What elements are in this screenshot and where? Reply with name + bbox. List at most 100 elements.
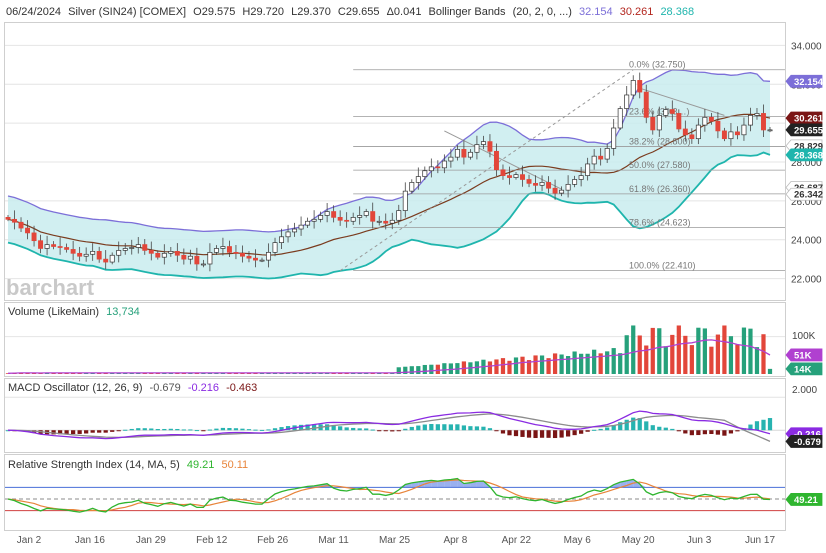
candle-body <box>572 179 576 184</box>
candle-body <box>729 132 733 139</box>
macd-histogram-bar <box>690 430 694 435</box>
candle-body <box>38 241 42 249</box>
macd-histogram-bar <box>677 430 681 431</box>
candle-body <box>644 92 648 117</box>
macd-histogram-bar <box>429 424 433 430</box>
candle-body <box>494 151 498 169</box>
macd-v1: -0.679 <box>150 382 181 394</box>
price-badge-label: 26.342 <box>794 190 823 201</box>
volume-bar <box>664 346 668 374</box>
candle-body <box>110 255 114 262</box>
macd-axis-label: 2.000 <box>792 385 817 396</box>
macd-histogram-bar <box>221 428 225 430</box>
macd-histogram-bar <box>638 418 642 430</box>
price-tick-label: 34.000 <box>791 41 822 52</box>
header-indicator: Bollinger Bands <box>429 6 507 18</box>
candle-body <box>586 164 590 176</box>
macd-histogram-bar <box>494 430 498 431</box>
fib-level-label: 78.6% (24.623) <box>629 218 691 228</box>
candle-body <box>761 113 765 130</box>
candle-body <box>651 117 655 130</box>
bollinger-bands <box>8 70 770 279</box>
candle-body <box>566 184 570 190</box>
volume-bar <box>507 361 511 374</box>
volume-bar <box>488 361 492 374</box>
macd-histogram-bar <box>358 428 362 430</box>
volume-bar <box>631 325 635 374</box>
candle-body <box>97 251 101 259</box>
candle-body <box>377 221 381 222</box>
macd-histogram-bar <box>579 430 583 434</box>
macd-title: MACD Oscillator (12, 26, 9) -0.679 -0.21… <box>8 382 257 394</box>
volume-bar <box>683 336 687 374</box>
volume-bar <box>612 348 616 374</box>
candle-body <box>501 170 505 176</box>
header-bb-upper: 32.154 <box>579 6 613 18</box>
volume-title-text: Volume (LikeMain) <box>8 306 99 318</box>
date-tick-label: Feb 26 <box>257 535 289 546</box>
candle-body <box>91 251 95 254</box>
macd-histogram-bar <box>403 429 407 430</box>
macd-badges: -0.216-0.679 <box>786 428 822 448</box>
macd-histogram-bar <box>683 430 687 433</box>
macd-histogram-bar <box>143 428 147 430</box>
candle-body <box>58 247 62 248</box>
macd-histogram-bar <box>657 427 661 430</box>
candle-body <box>45 245 49 249</box>
header-high: H29.720 <box>242 6 284 18</box>
candle-body <box>19 222 23 228</box>
date-tick-label: Jan 2 <box>17 535 42 546</box>
rsi-line <box>8 479 770 513</box>
candle-body <box>162 253 166 257</box>
price-badge-label: 28.368 <box>794 150 823 161</box>
macd-histogram-bar <box>338 426 342 430</box>
macd-histogram-bar <box>364 428 368 430</box>
volume-bar <box>618 353 622 374</box>
volume-axis-label: 100K <box>792 331 816 342</box>
macd-histogram-bar <box>586 430 590 432</box>
candle-body <box>553 188 557 193</box>
candle-body <box>527 179 531 183</box>
header-symbol: Silver (SIN24) [COMEX] <box>68 6 186 18</box>
macd-histogram-bar <box>423 425 427 431</box>
volume-bar <box>449 363 453 374</box>
candle-body <box>455 149 459 157</box>
candle-body <box>546 182 550 188</box>
price-badge-label: 29.655 <box>794 125 824 136</box>
macd-histogram-bar <box>514 430 518 436</box>
macd-histogram-bar <box>234 428 238 430</box>
candle-body <box>709 117 713 121</box>
date-tick-label: Jun 3 <box>687 535 712 546</box>
volume-bar <box>520 357 524 374</box>
macd-histogram-bar <box>195 430 199 431</box>
volume-bar <box>579 354 583 374</box>
macd-histogram-bar <box>546 430 550 438</box>
rsi-badges: 49.21 <box>786 493 822 506</box>
macd-histogram-bar <box>722 430 726 435</box>
candle-body <box>25 228 29 233</box>
macd-histogram-bar <box>123 430 127 431</box>
macd-histogram-bar <box>384 430 388 431</box>
fib-level-label: 50.0% (27.580) <box>629 160 691 170</box>
volume-bar <box>696 328 700 374</box>
candle-body <box>625 95 629 109</box>
volume-bar <box>559 354 563 374</box>
price-tick-label: 22.000 <box>791 275 822 286</box>
macd-histogram-bar <box>377 430 381 431</box>
macd-histogram-bar <box>703 430 707 434</box>
macd-histogram-bar <box>188 429 192 430</box>
macd-histogram-bar <box>481 427 485 431</box>
macd-histogram-bar <box>247 429 251 430</box>
candle-body <box>677 113 681 129</box>
macd-v3: -0.463 <box>226 382 257 394</box>
candle-body <box>260 260 264 261</box>
volume-bar <box>638 335 642 374</box>
macd-histogram-bar <box>410 427 414 430</box>
macd-histogram-bar <box>351 428 355 430</box>
macd-histogram-bar <box>735 430 739 431</box>
macd-histogram-bar <box>110 430 114 432</box>
candle-body <box>332 212 336 218</box>
candle-body <box>136 245 140 248</box>
rsi-v1: 49.21 <box>187 459 215 471</box>
candle-body <box>559 190 563 193</box>
